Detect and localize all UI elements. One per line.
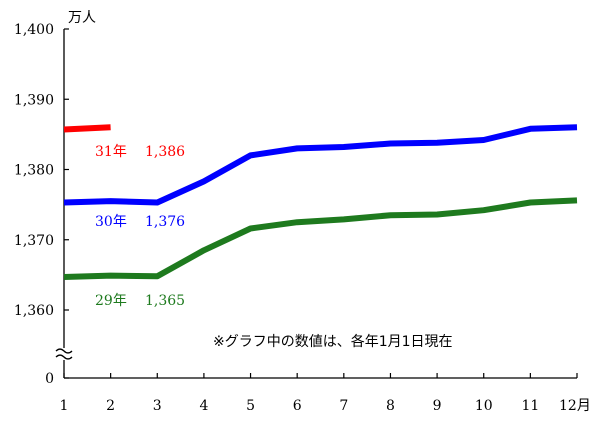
series-line-1 <box>63 124 578 206</box>
y-tick-label: 1,380 <box>14 163 54 179</box>
x-tick-label: 11 <box>521 398 539 414</box>
series-label-value: 1,376 <box>145 214 185 230</box>
labels-layer: 31年 1,386 30年 1,376 29年 1,365 <box>95 144 185 309</box>
series-label-year: 31年 <box>95 144 127 160</box>
chart-note: ※グラフ中の数値は、各年1月1日現在 <box>213 334 453 350</box>
y-axis-unit-label: 万人 <box>68 10 96 26</box>
y-tick-label: 1,400 <box>14 22 54 38</box>
y-tick-label: 1,360 <box>14 303 54 319</box>
x-tick-label: 12月 <box>559 398 591 414</box>
series-label-year: 29年 <box>95 293 127 309</box>
y-tick-label: 0 <box>45 371 54 387</box>
y-axis-break-mark <box>55 348 73 354</box>
x-tick-label: 4 <box>199 398 208 414</box>
series-label-value: 1,386 <box>145 144 185 160</box>
x-tick-label: 6 <box>293 398 302 414</box>
x-tick-label: 5 <box>246 398 255 414</box>
x-tick-label: 10 <box>475 398 493 414</box>
series-layer <box>63 124 578 280</box>
x-tick-label: 9 <box>433 398 442 414</box>
x-tick-label: 3 <box>153 398 162 414</box>
x-tick-label: 7 <box>339 398 348 414</box>
y-axis-break-mark <box>55 354 73 360</box>
x-tick-label: 2 <box>106 398 115 414</box>
x-tick-label: 8 <box>386 398 395 414</box>
x-tick-label: 1 <box>60 398 69 414</box>
series-line-2 <box>63 197 578 280</box>
series-label-year: 30年 <box>95 214 127 230</box>
y-tick-label: 1,370 <box>14 233 54 249</box>
axes: 1,400 1,390 1,380 1,370 1,360 01 2 3 4 5 6 7 8 9 10 11 1… <box>14 22 591 414</box>
series-line-0 <box>63 124 111 133</box>
y-tick-label: 1,390 <box>14 92 54 108</box>
series-label-value: 1,365 <box>145 293 185 309</box>
